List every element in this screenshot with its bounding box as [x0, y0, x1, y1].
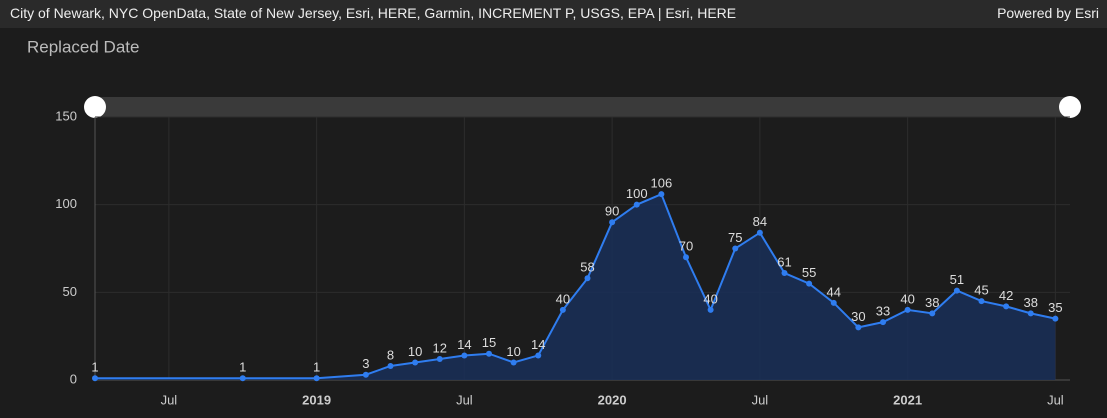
x-tick-label: Jul [1047, 392, 1064, 407]
data-label: 40 [703, 291, 717, 306]
data-label: 38 [925, 295, 939, 310]
chart-title: Replaced Date [27, 37, 139, 56]
data-label: 51 [950, 272, 964, 287]
data-point [929, 310, 935, 316]
data-label: 84 [753, 214, 767, 229]
attribution-bar: City of Newark, NYC OpenData, State of N… [0, 0, 1107, 28]
data-point [388, 363, 394, 369]
data-label: 106 [651, 176, 673, 191]
data-label: 38 [1024, 295, 1038, 310]
data-label: 44 [827, 284, 841, 299]
data-point [658, 191, 664, 197]
data-label: 8 [387, 347, 394, 362]
data-point [782, 270, 788, 276]
data-label: 33 [876, 304, 890, 319]
x-tick-label: 2021 [893, 392, 922, 407]
data-label: 40 [900, 291, 914, 306]
data-point [314, 375, 320, 381]
data-label: 61 [777, 254, 791, 269]
data-point [1028, 310, 1034, 316]
y-tick-label: 100 [55, 196, 77, 211]
data-label: 40 [556, 291, 570, 306]
range-slider[interactable] [95, 97, 1070, 117]
data-label: 75 [728, 230, 742, 245]
data-point [634, 202, 640, 208]
data-label: 42 [999, 288, 1013, 303]
x-tick-label: 2020 [598, 392, 627, 407]
data-point [954, 288, 960, 294]
data-label: 45 [974, 283, 988, 298]
slider-handle[interactable] [84, 96, 106, 118]
data-label: 58 [580, 260, 594, 275]
data-point [905, 307, 911, 313]
data-label: 1 [239, 360, 246, 375]
data-label: 35 [1048, 300, 1062, 315]
data-point [609, 219, 615, 225]
dashboard: City of Newark, NYC OpenData, State of N… [0, 0, 1107, 418]
data-point [732, 246, 738, 252]
x-tick-label: Jul [752, 392, 769, 407]
data-point [511, 359, 517, 365]
data-label: 10 [506, 344, 520, 359]
x-tick-label: Jul [161, 392, 178, 407]
data-point [1003, 303, 1009, 309]
data-point [757, 230, 763, 236]
data-point [708, 307, 714, 313]
data-point [979, 298, 985, 304]
data-point [486, 351, 492, 357]
y-tick-label: 50 [63, 284, 77, 299]
data-label: 90 [605, 204, 619, 219]
data-label: 1 [313, 360, 320, 375]
x-tick-label: 2019 [302, 392, 331, 407]
data-point [240, 375, 246, 381]
data-point [412, 359, 418, 365]
data-point [363, 372, 369, 378]
data-label: 12 [433, 340, 447, 355]
data-point [880, 319, 886, 325]
attribution: City of Newark, NYC OpenData, State of N… [10, 5, 736, 21]
chart: Replaced Date 0 50 100 150 Jul 2019 Jul 2020 Jul… [0, 28, 1107, 418]
slider-handle[interactable] [1059, 96, 1081, 118]
data-label: 10 [408, 344, 422, 359]
data-point [535, 352, 541, 358]
data-point [683, 254, 689, 260]
data-point [560, 307, 566, 313]
area [95, 194, 1055, 380]
y-tick-label: 0 [70, 371, 77, 386]
data-label: 14 [457, 337, 471, 352]
data-label: 30 [851, 309, 865, 324]
powered-by[interactable]: Powered by Esri [997, 5, 1099, 21]
data-point [806, 281, 812, 287]
y-tick-label: 150 [55, 108, 77, 123]
data-label: 15 [482, 335, 496, 350]
data-label: 100 [626, 186, 648, 201]
data-point [1052, 316, 1058, 322]
data-point [92, 375, 98, 381]
data-point [437, 356, 443, 362]
data-label: 3 [362, 356, 369, 371]
data-point [585, 275, 591, 281]
data-point [831, 300, 837, 306]
data-label: 1 [91, 360, 98, 375]
data-point [461, 352, 467, 358]
data-label: 14 [531, 337, 545, 352]
x-tick-label: Jul [456, 392, 473, 407]
data-label: 55 [802, 265, 816, 280]
data-point [855, 324, 861, 330]
data-label: 70 [679, 239, 693, 254]
